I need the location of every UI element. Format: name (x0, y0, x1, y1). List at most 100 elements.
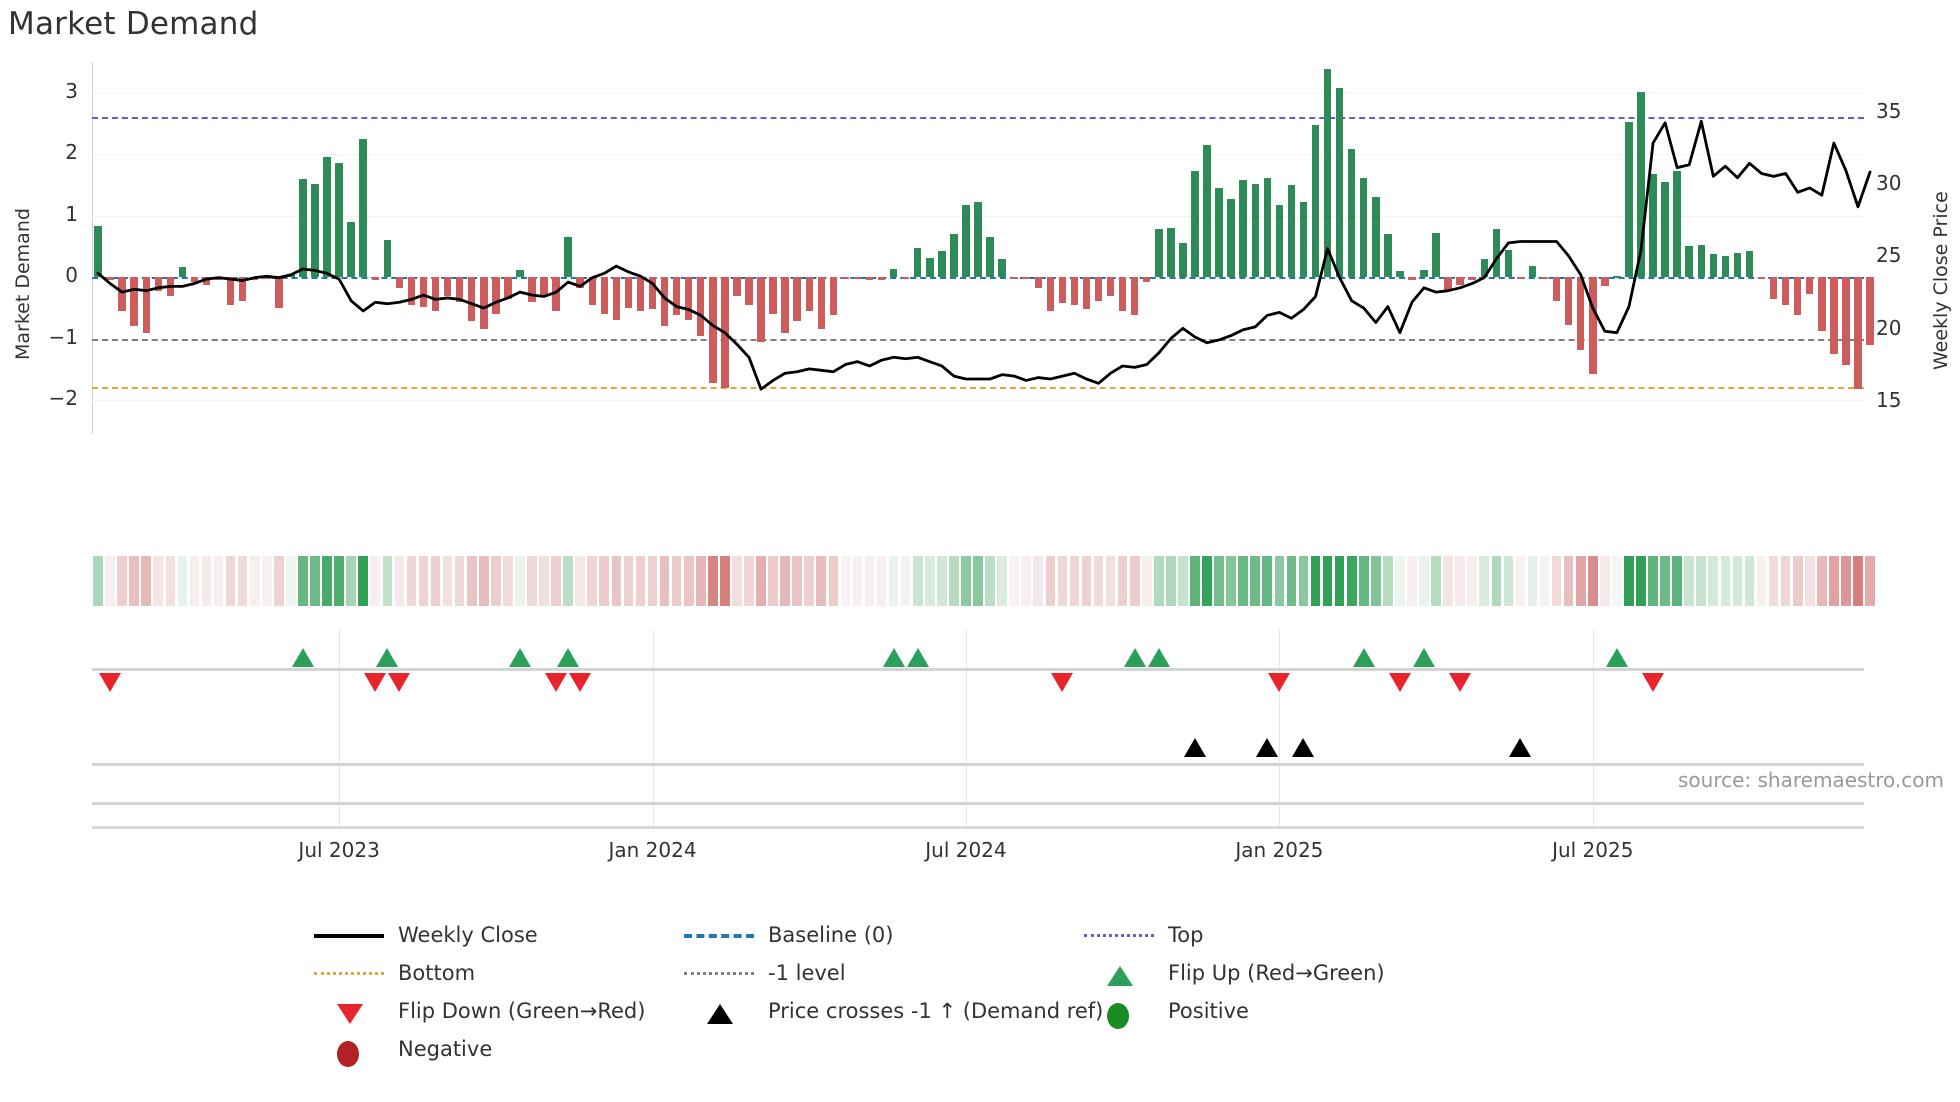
demand-bar-positive (1372, 197, 1380, 278)
demand-bar-positive (1311, 124, 1320, 278)
demand-bar-negative (660, 277, 669, 327)
heatmap-cell (973, 556, 983, 606)
heatmap-cell (105, 556, 115, 606)
heatmap-cell (1117, 556, 1128, 606)
legend-item[interactable]: Weekly Close (310, 920, 538, 950)
heatmap-cell (1166, 556, 1176, 606)
heatmap-cell (985, 556, 995, 606)
heatmap-cell (1153, 556, 1164, 606)
heatmap-cell (1792, 556, 1803, 606)
demand-bar-negative (805, 277, 813, 312)
demand-bar-negative (865, 277, 874, 281)
demand-bar-positive (1227, 198, 1235, 278)
demand-bar-positive (359, 138, 367, 278)
heatmap-cell (1045, 556, 1056, 606)
legend-item[interactable]: Positive (1080, 996, 1249, 1029)
legend-key-solid-line (314, 934, 384, 938)
demand-bar-positive (1191, 171, 1199, 278)
price-cross-marker (1509, 738, 1532, 757)
demand-bar-negative (1143, 277, 1151, 283)
heatmap-cell (1105, 556, 1116, 606)
demand-bar-positive (1384, 234, 1392, 278)
x-tick-label: Jan 2024 (608, 838, 697, 862)
legend-key (1080, 996, 1158, 1029)
reference-line-baseline (92, 277, 1864, 280)
page-title: Market Demand (8, 6, 259, 42)
demand-bar-positive (1528, 266, 1537, 278)
legend-item[interactable]: Baseline (0) (680, 920, 893, 950)
demand-bar-positive (998, 258, 1006, 278)
flip-up-marker (1352, 648, 1375, 667)
demand-bar-positive (1263, 177, 1272, 278)
heatmap-cell (792, 556, 802, 606)
heatmap-cell (1419, 556, 1429, 606)
heatmap-cell (1551, 556, 1562, 606)
heatmap-cell (937, 556, 947, 606)
legend-key-triangle-up-green-icon (1107, 966, 1133, 986)
heatmap-cell (1202, 556, 1212, 606)
heatmap-cell (1732, 556, 1743, 606)
demand-bar-positive (1155, 229, 1163, 278)
demand-bar-negative (118, 277, 126, 312)
demand-bar-positive (1649, 173, 1657, 278)
heatmap-cell (611, 556, 622, 606)
demand-bar-positive (1299, 202, 1308, 278)
heatmap-cell (1346, 556, 1357, 606)
y-tick-left: −2 (48, 386, 78, 411)
demand-bar-positive (1733, 252, 1742, 278)
y-tick-right: 15 (1876, 388, 1902, 413)
heatmap-cell (1624, 556, 1634, 606)
heatmap-cell (780, 556, 790, 606)
legend-item[interactable]: Bottom (310, 958, 475, 988)
demand-bar-negative (1456, 277, 1464, 285)
legend-key-triangle-down-red-icon (337, 1004, 363, 1024)
y-tick-left: 0 (65, 263, 78, 288)
y-tick-right: 35 (1876, 98, 1902, 123)
legend-label: Bottom (398, 961, 476, 985)
legend-item[interactable]: Price crosses -1 ↑ (Demand ref) (680, 996, 1103, 1026)
heatmap-cell (213, 556, 224, 606)
x-gridline (652, 630, 654, 830)
demand-bar-negative (709, 277, 717, 383)
legend-item[interactable]: Negative (310, 1034, 492, 1067)
heatmap-cell (1575, 556, 1586, 606)
legend-label: -1 level (768, 961, 846, 985)
legend-item[interactable]: Top (1080, 920, 1203, 950)
demand-bar-negative (190, 277, 199, 283)
heatmap-cell (768, 556, 778, 606)
demand-bar-negative (1082, 277, 1091, 310)
demand-bar-negative (1046, 277, 1055, 312)
legend-key (680, 996, 758, 1026)
demand-bar-positive (889, 268, 898, 278)
heatmap-cell (1612, 556, 1622, 606)
heatmap-cell (1286, 556, 1297, 606)
legend-item[interactable]: Flip Up (Red→Green) (1080, 958, 1385, 988)
demand-bar-positive (1360, 177, 1368, 278)
demand-bar-negative (480, 277, 488, 330)
heatmap-cell (1021, 556, 1032, 606)
heatmap-cell (1467, 556, 1478, 606)
y-tick-left: 2 (65, 140, 78, 165)
flip-up-marker (376, 648, 399, 667)
demand-bar-negative (1830, 277, 1838, 355)
legend-label: Flip Down (Green→Red) (398, 999, 646, 1023)
demand-bar-negative (1408, 277, 1416, 280)
heatmap-cell (1720, 556, 1731, 606)
demand-bar-positive (962, 204, 970, 278)
demand-bar-positive (1661, 181, 1669, 278)
legend-item[interactable]: Flip Down (Green→Red) (310, 996, 645, 1026)
weekly-close-line (96, 119, 1872, 391)
y-tick-right: 20 (1876, 315, 1902, 340)
heatmap-cell (924, 556, 935, 606)
x-gridline (965, 630, 967, 830)
demand-bar-positive (1203, 145, 1211, 278)
legend-key-triangle-up-black-icon (707, 1004, 733, 1024)
heatmap-cell (1600, 556, 1610, 606)
flip-up-marker (1413, 648, 1435, 667)
heatmap-cell (1310, 556, 1321, 606)
demand-bar-negative (1818, 277, 1826, 332)
demand-bar-positive (564, 237, 572, 278)
heatmap-cell (1262, 556, 1273, 606)
legend-item[interactable]: -1 level (680, 958, 846, 988)
heatmap-cell (286, 556, 296, 606)
